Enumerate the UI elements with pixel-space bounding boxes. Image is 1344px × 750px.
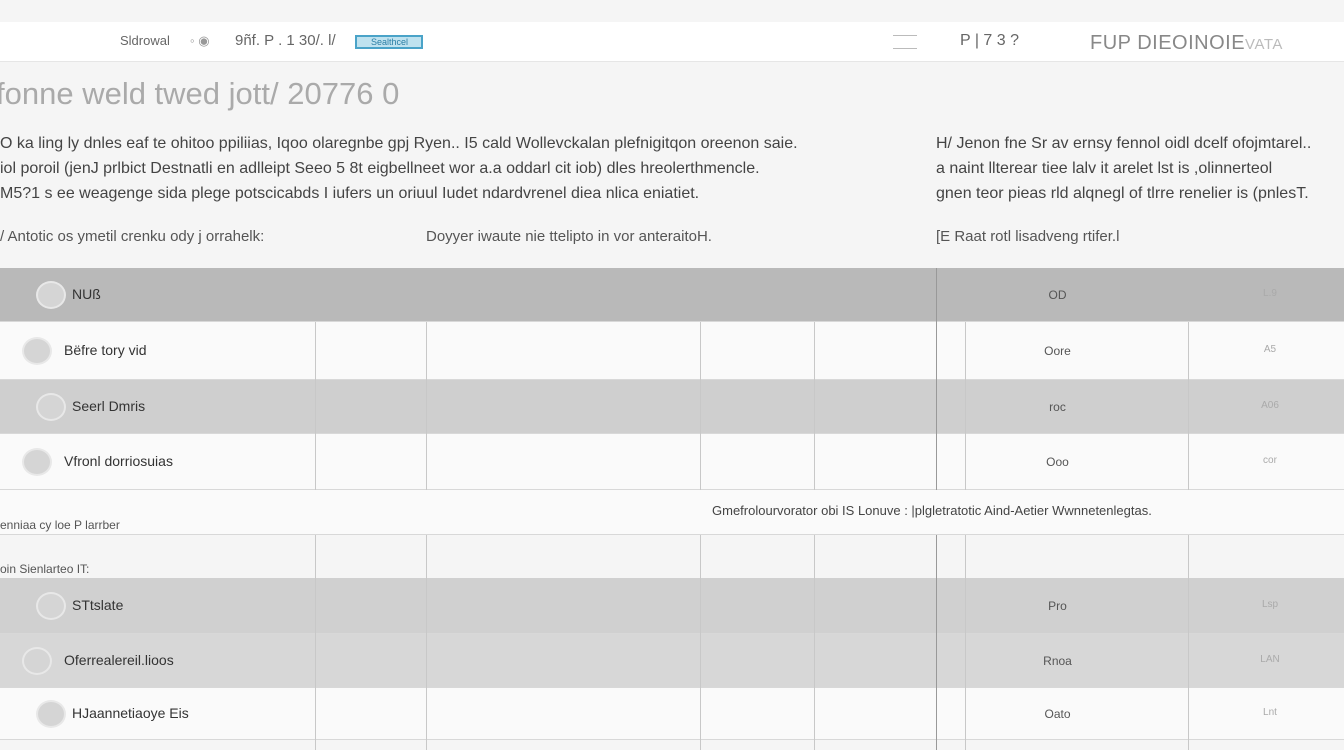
table-row[interactable]: [0, 322, 1344, 380]
top-bar: [0, 22, 1344, 62]
location-icon: ◦ ◉: [190, 33, 210, 48]
cell-value: Oato: [1044, 707, 1071, 721]
column-divider: [426, 322, 427, 490]
column-divider: [315, 535, 316, 750]
row-name: NUß: [72, 286, 101, 302]
link-icon: [36, 592, 66, 620]
label-a: / Antotic os ymetil crenku ody j orrahel…: [0, 228, 265, 245]
status-badge[interactable]: Sealthcel: [355, 35, 423, 49]
cell-value: LAN: [1260, 654, 1280, 665]
path-text: 9ñf. P . 1 30/. l/: [235, 32, 336, 49]
column-divider: [700, 322, 701, 490]
cell-value: A06: [1261, 400, 1279, 411]
column-divider: [315, 322, 316, 490]
table-row[interactable]: [0, 688, 1344, 740]
intro-right: H/ Jenon fne Sr av ernsy fennol oidl dce…: [936, 135, 1312, 202]
cell-value: Lsp: [1261, 599, 1279, 610]
intro-left: O ka ling ly dnles eaf te ohitoo ppiliia…: [0, 135, 798, 202]
cell-value: cor: [1263, 455, 1277, 466]
brand-logo: FUP DIEOINOIEVATA: [1090, 32, 1283, 54]
refresh-icon: [36, 281, 66, 309]
cell-value: A5: [1263, 344, 1277, 355]
note-row: [0, 490, 1344, 535]
column-divider: [965, 535, 966, 750]
cell-value: Oore: [1044, 344, 1071, 358]
table-row[interactable]: [0, 434, 1344, 490]
menu-icon[interactable]: [893, 35, 917, 49]
section-label: oin Sienlarteo IT:: [0, 562, 90, 576]
row-name: Vfronl dorriosuias: [64, 453, 173, 469]
cell-value: OD: [1048, 288, 1067, 302]
column-divider: [965, 322, 966, 490]
cell-value: roc: [1049, 400, 1066, 414]
table-note: Gmefrolourvorator obi IS Lonuve : |plgle…: [712, 503, 1152, 518]
row-name: HJaannetiaoye Eis: [72, 705, 189, 721]
table-row[interactable]: [0, 578, 1344, 634]
section-label: enniaa cy loe P larrber: [0, 518, 120, 532]
row-name: Bëfre tory vid: [64, 342, 147, 358]
row-name: STtslate: [72, 597, 124, 613]
menu-label[interactable]: Sldrowal: [120, 33, 170, 48]
cell-value: L.9: [1263, 288, 1277, 299]
row-name: Oferrealereil.lioos: [64, 652, 174, 668]
page-title: fonne weld twed jott/ 20776 0: [0, 76, 400, 111]
label-b: Doyyer iwaute nie ttelipto in vor antera…: [426, 228, 712, 245]
shell-icon: [22, 647, 52, 675]
pencil-icon: [22, 448, 52, 476]
cell-value: Lnt: [1263, 707, 1277, 718]
page-counter: P | 7 3 ?: [960, 32, 1020, 49]
table-row[interactable]: [0, 634, 1344, 688]
column-divider: [1188, 322, 1189, 490]
column-divider: [1188, 535, 1189, 750]
pen-icon: [36, 393, 66, 421]
cell-value: Pro: [1048, 599, 1067, 613]
table-row[interactable]: [0, 380, 1344, 434]
column-divider: [700, 535, 701, 750]
circle-icon: [22, 337, 52, 365]
column-divider: [426, 535, 427, 750]
pencil-icon: [36, 700, 66, 728]
table-row[interactable]: [0, 268, 1344, 322]
label-c: [E Raat rotl lisadveng rtifer.l: [936, 228, 1120, 245]
row-name: Seerl Dmris: [72, 398, 146, 414]
column-divider: [814, 535, 815, 750]
cell-value: Ooo: [1046, 455, 1069, 469]
column-divider: [814, 322, 815, 490]
cell-value: Rnoa: [1043, 654, 1072, 668]
